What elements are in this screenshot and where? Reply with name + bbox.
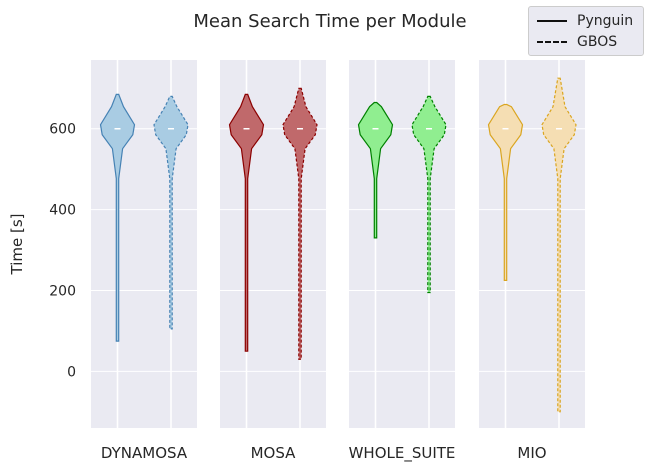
legend-item-gbos: GBOS: [537, 32, 617, 52]
violin-pynguin: [99, 93, 136, 342]
y-axis-label: Time [s]: [8, 214, 26, 276]
y-axis-ticks: 0 200 400 600: [49, 122, 76, 381]
violin-gbos: [411, 95, 447, 294]
panel-mio: MIO: [479, 60, 585, 462]
legend-label-pynguin: Pynguin: [577, 13, 634, 29]
violin-pynguin: [228, 93, 265, 352]
category-label: MOSA: [251, 444, 297, 462]
y-tick-label: 600: [49, 122, 76, 138]
legend-solid-line-icon: [537, 20, 567, 22]
category-label: WHOLE_SUITE: [349, 444, 456, 463]
legend-item-pynguin: Pynguin: [537, 11, 633, 31]
violin-pynguin: [487, 103, 524, 281]
legend-dashed-line-icon: [537, 41, 567, 43]
legend-label-gbos: GBOS: [577, 34, 618, 50]
category-label: MIO: [517, 444, 546, 462]
chart-title: Mean Search Time per Module: [193, 11, 466, 32]
panel-whole_suite: WHOLE_SUITE: [349, 60, 456, 463]
y-tick-label: 0: [67, 364, 76, 380]
category-label: DYNAMOSA: [101, 444, 188, 462]
violin-gbos: [541, 77, 577, 413]
panel-mosa: MOSA: [220, 60, 326, 462]
violin-gbos: [153, 95, 189, 330]
violin-pynguin: [357, 101, 394, 239]
y-tick-label: 400: [49, 203, 76, 219]
legend: Pynguin GBOS: [528, 6, 644, 56]
violin-gbos: [282, 87, 318, 360]
violin-panels: DYNAMOSA MOSA WHOLE_SUITE MIO: [91, 60, 585, 463]
y-tick-label: 200: [49, 284, 76, 300]
panel-dynamosa: DYNAMOSA: [91, 60, 197, 462]
